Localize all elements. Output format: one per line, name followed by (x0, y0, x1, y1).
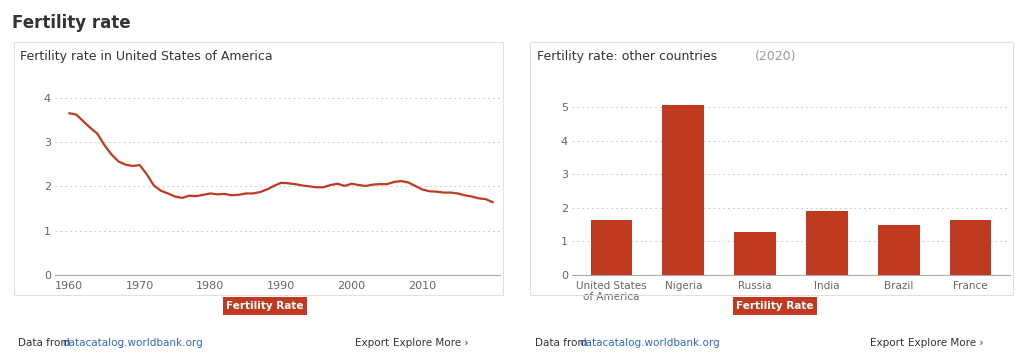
Text: Explore More ›: Explore More › (393, 338, 469, 348)
Bar (591, 220, 632, 275)
Bar (949, 219, 991, 275)
Bar (663, 104, 705, 275)
Text: Fertility rate: other countries: Fertility rate: other countries (537, 50, 721, 63)
Text: Export: Export (870, 338, 904, 348)
Text: (2020): (2020) (755, 50, 797, 63)
Text: Fertility Rate: Fertility Rate (736, 301, 814, 311)
Bar (734, 232, 776, 275)
Text: Fertility rate in United States of America: Fertility rate in United States of Ameri… (20, 50, 272, 63)
Text: datacatalog.worldbank.org: datacatalog.worldbank.org (62, 338, 203, 348)
Text: Fertility rate: Fertility rate (12, 14, 131, 32)
Text: datacatalog.worldbank.org: datacatalog.worldbank.org (579, 338, 720, 348)
Text: Data from: Data from (535, 338, 591, 348)
Bar (878, 225, 920, 275)
Text: Export: Export (355, 338, 389, 348)
Text: Fertility Rate: Fertility Rate (226, 301, 304, 311)
Text: Data from: Data from (18, 338, 74, 348)
Text: Explore More ›: Explore More › (908, 338, 983, 348)
Bar (806, 211, 848, 275)
